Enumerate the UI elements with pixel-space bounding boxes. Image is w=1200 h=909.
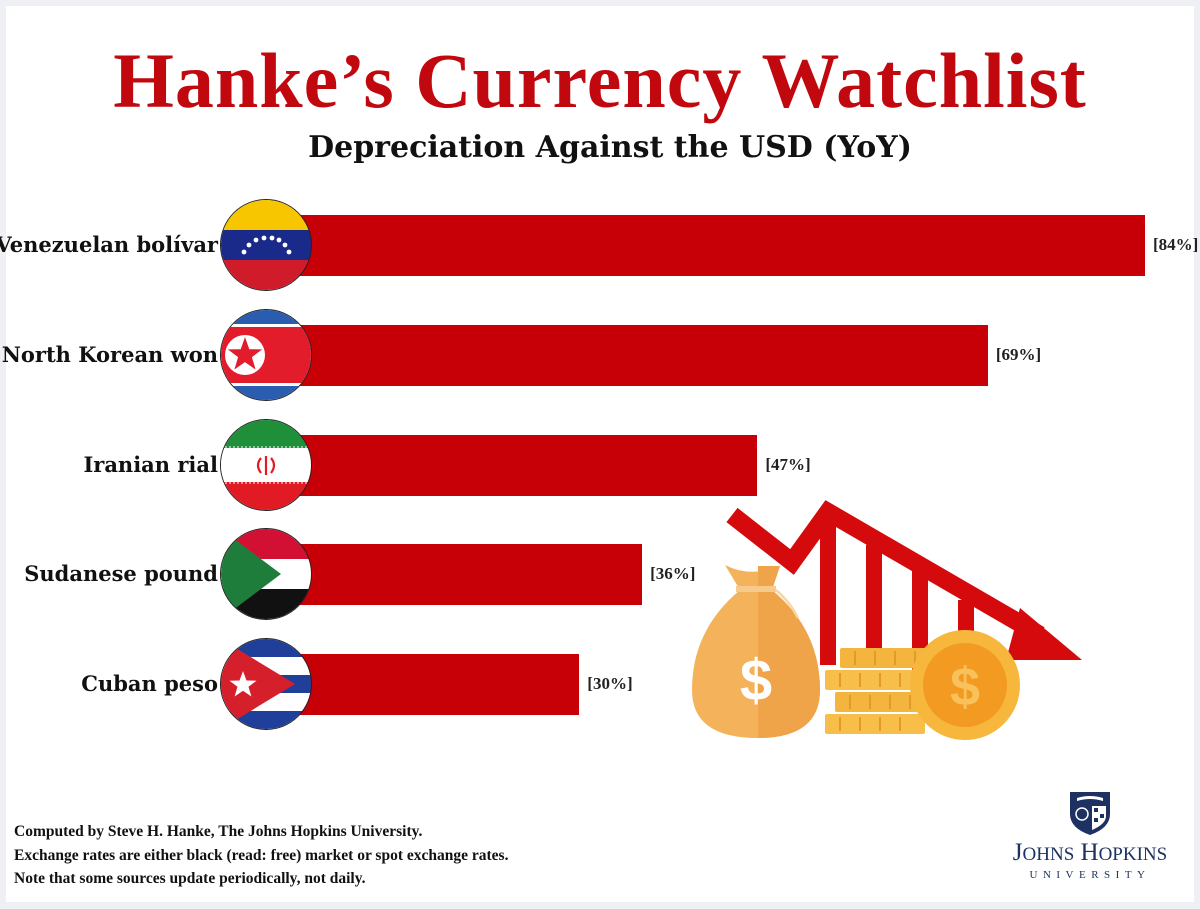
bar-row-iran: Iranian rial [47%] <box>0 415 1200 515</box>
money-depreciation-illustration: $ $ <box>680 500 1100 760</box>
bar-label: North Korean won <box>1 342 218 367</box>
chart-title: Hanke’s Currency Watchlist <box>113 37 1087 124</box>
dollar-coin-icon: $ <box>910 630 1020 740</box>
jhu-shield-icon <box>1070 792 1110 835</box>
bar-row-cuba: Cuban peso [30%] <box>0 634 1200 734</box>
north-korea-flag-icon <box>220 309 312 401</box>
bar <box>265 435 758 496</box>
value-label: [69%] <box>995 345 1042 364</box>
bar-row-sudan: Sudanese pound [36%] <box>0 524 1200 624</box>
bar-label: Sudanese pound <box>24 561 218 586</box>
footer-line-exchange-rates: Exchange rates are either black (read: f… <box>14 846 509 864</box>
jhu-wordmark: JOHNS HOPKINS <box>1012 839 1168 866</box>
johns-hopkins-logo: JOHNS HOPKINS UNIVERSITY <box>990 790 1190 882</box>
bar-row-venezuela: Venezuelan bolívar [84%] <box>0 195 1200 295</box>
jhu-university-text: UNIVERSITY <box>1029 869 1151 881</box>
sudan-flag-icon <box>220 528 312 620</box>
value-label: [84%] <box>1153 235 1199 254</box>
bar <box>265 544 643 605</box>
footer-line-update-note: Note that some sources update periodical… <box>14 870 366 887</box>
svg-text:$: $ <box>950 657 980 717</box>
bar-label: Venezuelan bolívar <box>0 232 218 257</box>
bar-label: Iranian rial <box>83 452 218 477</box>
value-label: [30%] <box>587 674 633 693</box>
footer-notes: Computed by Steve H. Hanke, The Johns Ho… <box>14 820 508 891</box>
svg-text:$: $ <box>740 648 772 713</box>
value-label: [47%] <box>765 455 811 474</box>
bar <box>265 654 580 715</box>
bar-label: Cuban peso <box>81 671 218 696</box>
money-bag-icon: $ <box>692 565 820 738</box>
falling-arrow-icon <box>726 500 1082 660</box>
venezuela-flag-icon <box>220 199 312 291</box>
chart-subtitle: Depreciation Against the USD (YoY) <box>308 130 912 165</box>
bar <box>265 215 1145 276</box>
iran-flag-icon <box>220 419 312 511</box>
footer-line-credit: Computed by Steve H. Hanke, The Johns Ho… <box>14 823 423 840</box>
bar-row-north-korea: North Korean won [69%] <box>0 305 1200 405</box>
cuba-flag-icon <box>220 638 312 730</box>
value-label: [36%] <box>650 564 696 583</box>
bar <box>265 325 988 386</box>
